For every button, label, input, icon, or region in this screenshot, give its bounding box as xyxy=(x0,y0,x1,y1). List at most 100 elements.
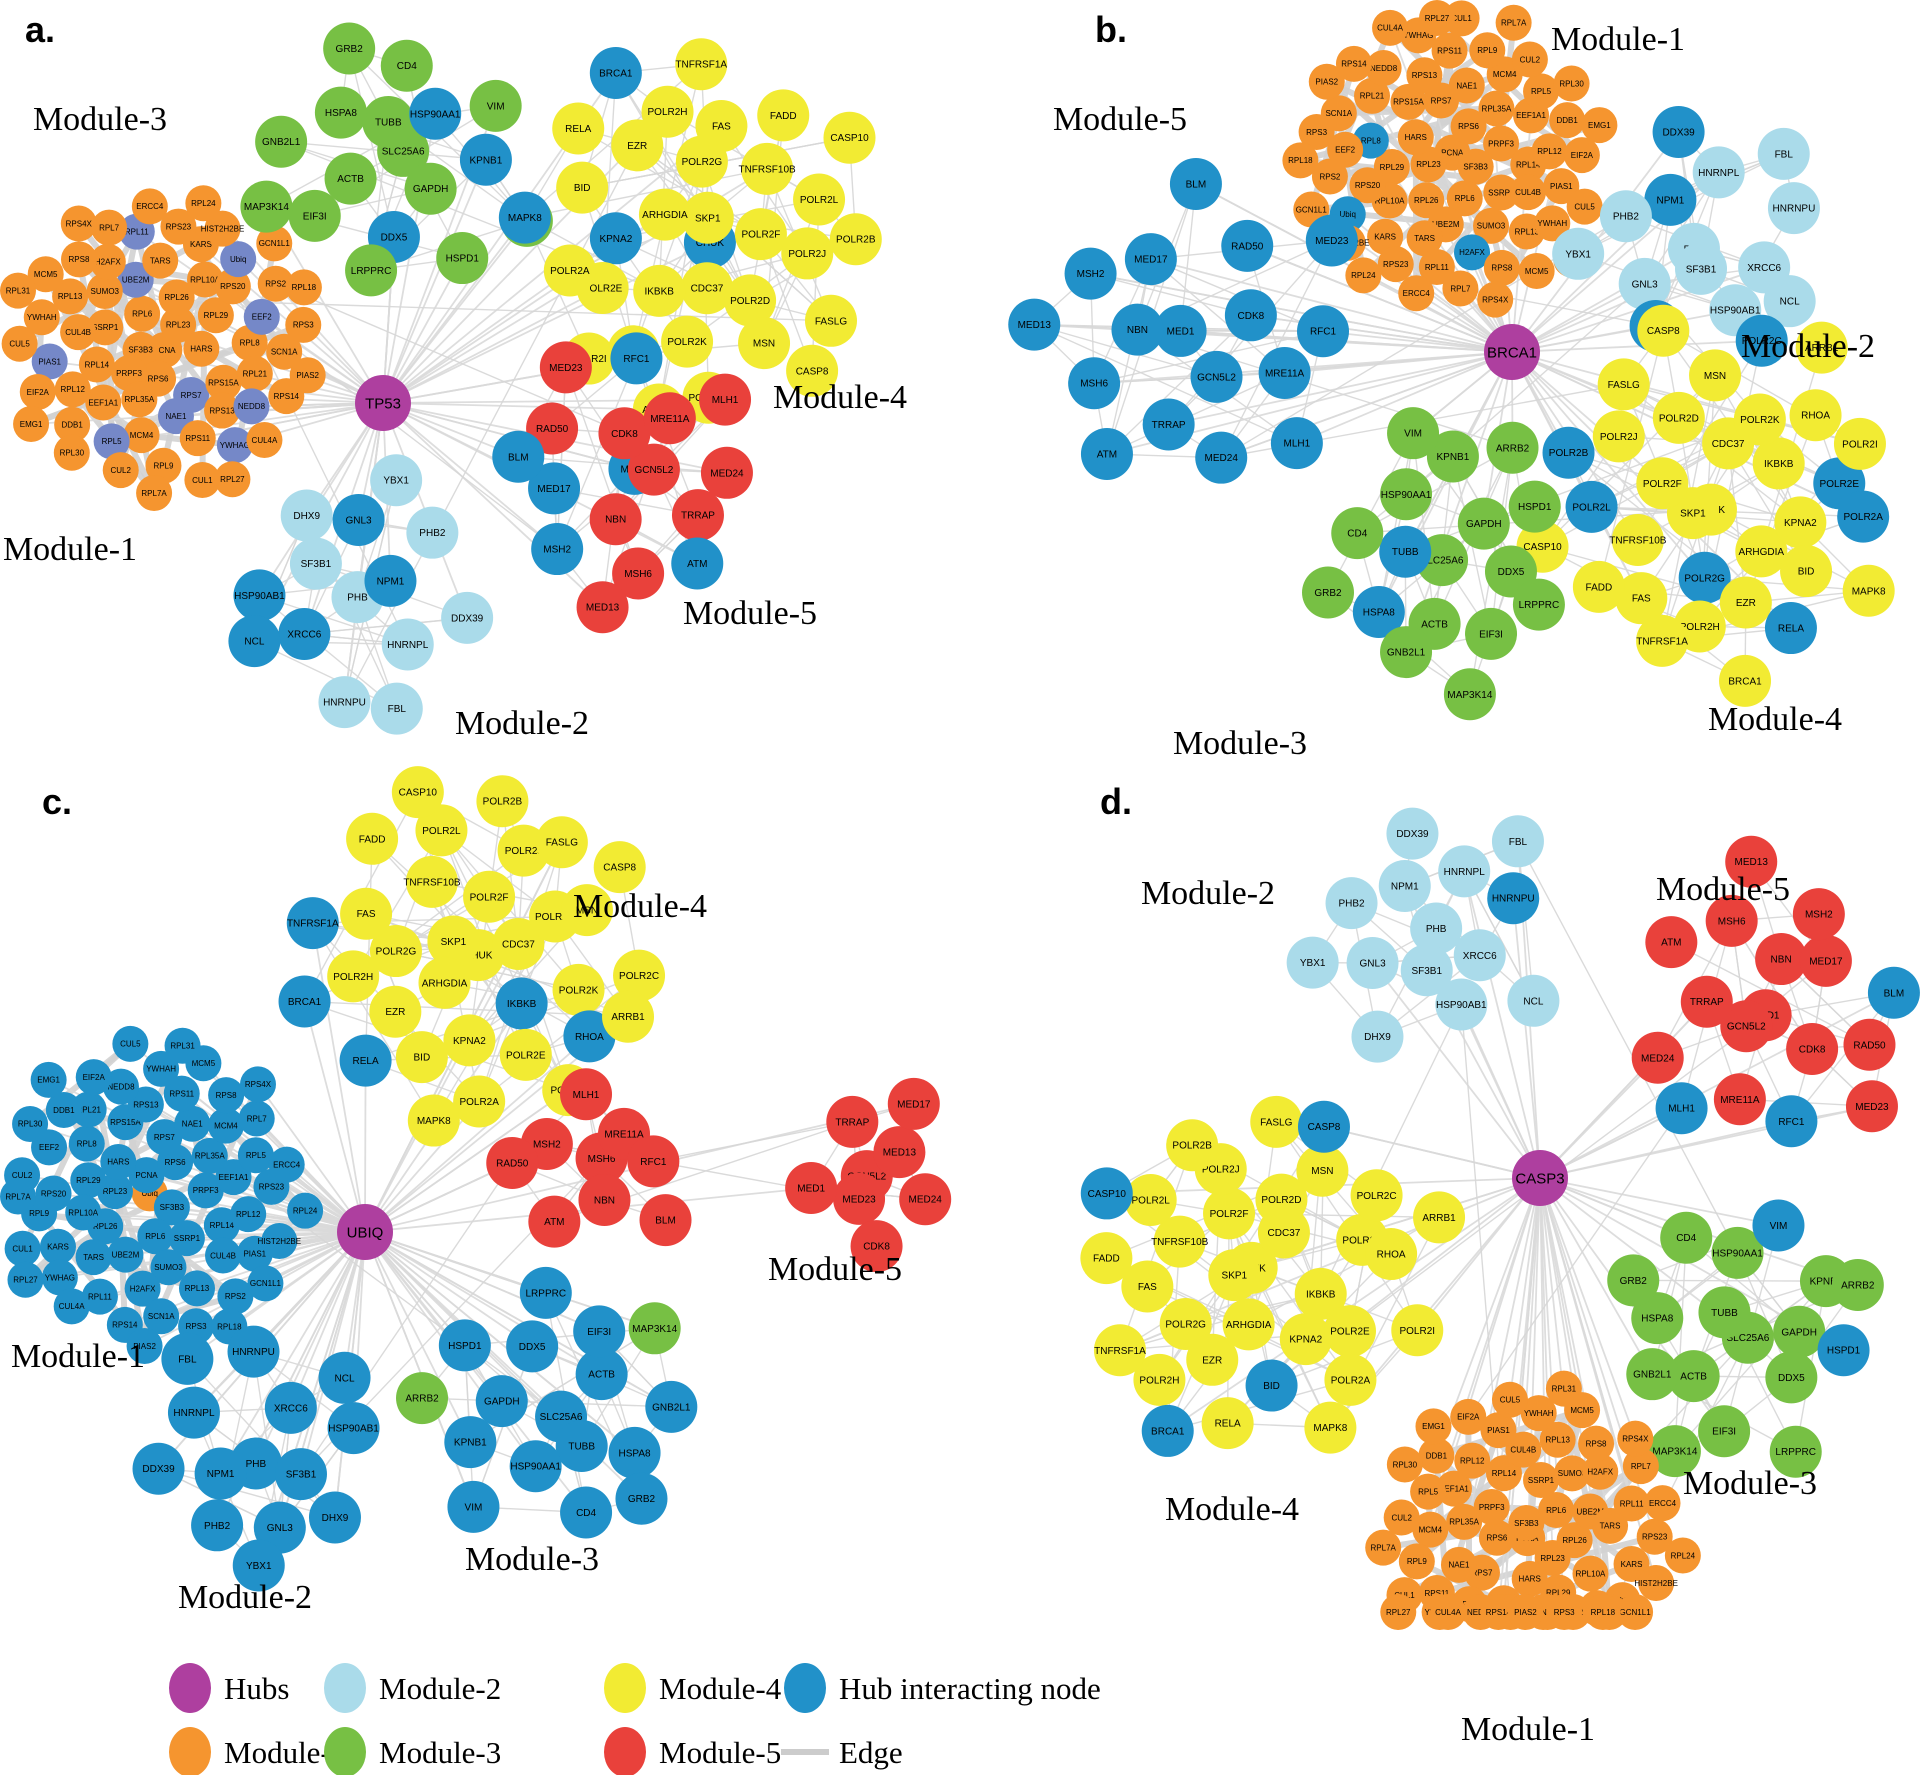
node-MAPK8[interactable]: MAPK8 xyxy=(498,191,551,244)
node-HARS[interactable]: HARS xyxy=(1511,1560,1548,1597)
node-POLR2F[interactable]: POLR2F xyxy=(1203,1187,1256,1240)
node-MED24[interactable]: MED24 xyxy=(1631,1031,1684,1084)
node-CD4[interactable]: CD4 xyxy=(1660,1211,1713,1264)
node-RPS23[interactable]: RPS23 xyxy=(160,208,197,245)
node-RFC1[interactable]: RFC1 xyxy=(627,1135,680,1188)
node-KPNA2[interactable]: KPNA2 xyxy=(589,212,642,265)
node-RHOA[interactable]: RHOA xyxy=(1789,389,1842,442)
node-RFC1[interactable]: RFC1 xyxy=(1765,1095,1818,1148)
node-POLR2A[interactable]: POLR2A xyxy=(543,244,596,297)
node-MCM4[interactable]: MCM4 xyxy=(123,417,160,454)
node-CUL5[interactable]: CUL5 xyxy=(112,1025,149,1062)
node-MSN[interactable]: MSN xyxy=(1296,1144,1349,1197)
node-HSP90AA1[interactable]: HSP90AA1 xyxy=(1380,468,1433,521)
node-POLR2D[interactable]: POLR2D xyxy=(1255,1173,1308,1226)
node-MSH6[interactable]: MSH6 xyxy=(1068,357,1121,410)
node-MLH1[interactable]: MLH1 xyxy=(699,373,752,426)
node-FAS[interactable]: FAS xyxy=(1121,1260,1174,1313)
node-RPL5[interactable]: RPL5 xyxy=(1410,1473,1447,1510)
node-RPL21[interactable]: RPL21 xyxy=(236,355,273,392)
node-PRPF3[interactable]: PRPF3 xyxy=(1473,1488,1510,1525)
node-MRE11A[interactable]: MRE11A xyxy=(1258,347,1311,400)
node-RPL12[interactable]: RPL12 xyxy=(1454,1442,1491,1479)
node-HNRNPL[interactable]: HNRNPL xyxy=(1438,845,1491,898)
node-BLM[interactable]: BLM xyxy=(1867,966,1920,1019)
node-KARS[interactable]: KARS xyxy=(39,1228,76,1265)
node-SF3B1[interactable]: SF3B1 xyxy=(1675,242,1728,295)
node-VIM[interactable]: VIM xyxy=(469,79,522,132)
node-POLR2K[interactable]: POLR2K xyxy=(1733,393,1786,446)
node-RPS3[interactable]: RPS3 xyxy=(1546,1594,1583,1630)
node-MLH1[interactable]: MLH1 xyxy=(1270,417,1323,470)
node-HSPA8[interactable]: HSPA8 xyxy=(314,86,367,139)
node-NPM1[interactable]: NPM1 xyxy=(194,1447,247,1500)
node-TRRAP[interactable]: TRRAP xyxy=(671,489,724,542)
node-GNB2L1[interactable]: GNB2L1 xyxy=(645,1380,698,1433)
node-CUL5[interactable]: CUL5 xyxy=(1566,188,1603,225)
node-CASP8[interactable]: CASP8 xyxy=(1297,1100,1350,1153)
node-VIM[interactable]: VIM xyxy=(1387,407,1440,460)
node-FBL[interactable]: FBL xyxy=(161,1332,214,1385)
node-SKP1[interactable]: SKP1 xyxy=(1208,1249,1261,1302)
node-GNL3[interactable]: GNL3 xyxy=(253,1501,306,1554)
node-NBN[interactable]: NBN xyxy=(1111,303,1164,356)
node-GNB2L1[interactable]: GNB2L1 xyxy=(255,115,308,168)
node-MSH2[interactable]: MSH2 xyxy=(531,523,584,576)
node-RPL35A[interactable]: RPL35A xyxy=(191,1137,228,1174)
node-MED23[interactable]: MED23 xyxy=(539,341,592,394)
node-RPL31[interactable]: RPL31 xyxy=(1545,1370,1582,1407)
node-RELA[interactable]: RELA xyxy=(1201,1397,1254,1450)
node-FASLG[interactable]: FASLG xyxy=(535,816,588,869)
node-MED24[interactable]: MED24 xyxy=(700,446,753,499)
node-GAPDH[interactable]: GAPDH xyxy=(1457,497,1510,550)
node-RPS7[interactable]: RPS7 xyxy=(146,1119,183,1156)
node-RPS4X[interactable]: RPS4X xyxy=(1477,281,1514,318)
node-POLR2A[interactable]: POLR2A xyxy=(1324,1353,1377,1406)
node-HSP90AB1[interactable]: HSP90AB1 xyxy=(233,569,286,622)
node-BRCA1[interactable]: BRCA1 xyxy=(1141,1404,1194,1457)
node-MAPK8[interactable]: MAPK8 xyxy=(1842,564,1895,617)
node-MCM5[interactable]: MCM5 xyxy=(27,256,64,293)
node-SCN1A[interactable]: SCN1A xyxy=(266,333,303,370)
node-RPS20[interactable]: RPS20 xyxy=(1349,167,1386,204)
node-GRB2[interactable]: GRB2 xyxy=(1607,1254,1660,1307)
node-MED24[interactable]: MED24 xyxy=(899,1173,952,1226)
node-DDX39[interactable]: DDX39 xyxy=(1652,105,1705,158)
node-H2AFX[interactable]: H2AFX xyxy=(1582,1453,1619,1490)
node-KPNB1[interactable]: KPNB1 xyxy=(459,133,512,186)
node-BLM[interactable]: BLM xyxy=(639,1194,692,1247)
node-GCN5L2[interactable]: GCN5L2 xyxy=(627,443,680,496)
node-HSPA8[interactable]: HSPA8 xyxy=(1352,585,1405,638)
node-POLR2L[interactable]: POLR2L xyxy=(1565,480,1618,533)
node-DDB1[interactable]: DDB1 xyxy=(1549,102,1586,139)
node-IKBKB[interactable]: IKBKB xyxy=(1752,437,1805,490)
node-RPL18[interactable]: RPL18 xyxy=(1584,1594,1621,1630)
node-NAE1[interactable]: NAE1 xyxy=(1440,1546,1477,1583)
node-PHB2[interactable]: PHB2 xyxy=(1325,877,1378,930)
node-RPL11[interactable]: RPL11 xyxy=(1613,1485,1650,1522)
node-ATM[interactable]: ATM xyxy=(1645,916,1698,969)
node-ERCC4[interactable]: ERCC4 xyxy=(1398,275,1435,312)
node-BRCA1[interactable]: BRCA1 xyxy=(1719,654,1772,707)
node-RPL7[interactable]: RPL7 xyxy=(1622,1448,1659,1485)
node-TNFRSF10B[interactable]: TNFRSF10B xyxy=(1151,1215,1209,1268)
node-ARHGDIA[interactable]: ARHGDIA xyxy=(1222,1298,1275,1351)
node-RPL35A[interactable]: RPL35A xyxy=(121,381,158,418)
node-EMG1[interactable]: EMG1 xyxy=(1415,1408,1452,1445)
node-ACTB[interactable]: ACTB xyxy=(324,152,377,205)
node-RELA[interactable]: RELA xyxy=(552,102,605,155)
node-ARRB2[interactable]: ARRB2 xyxy=(1831,1259,1884,1312)
node-HIST2H2BE[interactable]: HIST2H2BE xyxy=(258,1223,302,1260)
node-RPL24[interactable]: RPL24 xyxy=(185,185,222,222)
node-RPS4X[interactable]: RPS4X xyxy=(1617,1420,1654,1457)
node-HSPD1[interactable]: HSPD1 xyxy=(436,232,489,285)
node-PIAS2[interactable]: PIAS2 xyxy=(1507,1594,1544,1630)
node-MED17[interactable]: MED17 xyxy=(528,462,581,515)
node-RPL5[interactable]: RPL5 xyxy=(237,1137,274,1174)
node-GCN5L2[interactable]: GCN5L2 xyxy=(1720,1000,1773,1053)
node-RPL27[interactable]: RPL27 xyxy=(214,461,251,498)
node-FADD[interactable]: FADD xyxy=(1080,1232,1133,1285)
node-RPL11[interactable]: RPL11 xyxy=(81,1278,118,1315)
hub-node-CASP3[interactable]: CASP3 xyxy=(1512,1150,1568,1206)
node-RPS20[interactable]: RPS20 xyxy=(214,268,251,305)
